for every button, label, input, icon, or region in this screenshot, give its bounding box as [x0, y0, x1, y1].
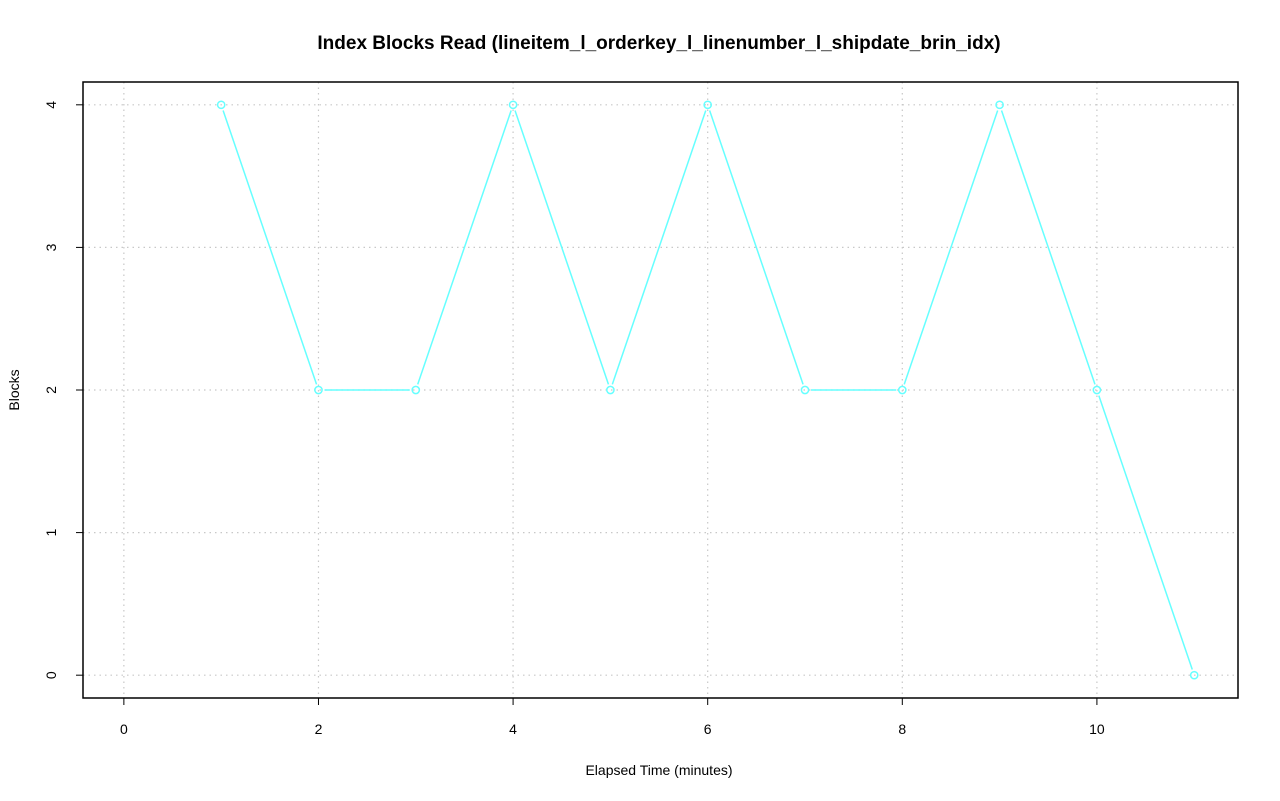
x-tick-label: 2 [315, 721, 323, 737]
data-point [1189, 670, 1199, 680]
x-axis-label: Elapsed Time (minutes) [585, 762, 732, 778]
series-line-segment [708, 110, 804, 385]
chart-title: Index Blocks Read (lineitem_l_orderkey_l… [317, 33, 1000, 54]
series-line-segment [1098, 395, 1193, 670]
x-tick-label: 8 [898, 721, 906, 737]
x-tick-label: 4 [509, 721, 517, 737]
series-line-segment [611, 110, 707, 385]
x-tick-label: 0 [120, 721, 128, 737]
data-point [216, 100, 226, 110]
points-layer [216, 100, 1199, 680]
data-point [1092, 385, 1102, 395]
data-point [995, 100, 1004, 110]
y-tick-label: 4 [43, 101, 59, 109]
x-tick-label: 10 [1089, 721, 1105, 737]
y-tick-label: 1 [43, 528, 59, 536]
data-point [703, 100, 713, 110]
data-point [800, 385, 810, 395]
y-tick-label: 3 [43, 243, 59, 251]
data-point [411, 385, 421, 395]
y-tick-label: 0 [43, 671, 59, 679]
data-point [606, 385, 615, 395]
series-line-segment [514, 110, 610, 385]
series-line-segment [417, 110, 512, 385]
y-tick-label: 2 [43, 386, 59, 394]
x-tick-label: 6 [704, 721, 712, 737]
series-layer [222, 110, 1193, 670]
data-point [314, 385, 323, 395]
series-line-segment [903, 110, 999, 385]
data-point [897, 385, 907, 395]
y-axis-label: Blocks [6, 369, 22, 410]
series-line-segment [222, 110, 318, 385]
series-line-segment [1000, 110, 1096, 385]
y-axis: 0 1 2 3 4 [43, 101, 83, 679]
data-point [508, 100, 518, 110]
grid [83, 82, 1238, 698]
x-axis: 0 2 4 6 8 10 [120, 698, 1105, 737]
